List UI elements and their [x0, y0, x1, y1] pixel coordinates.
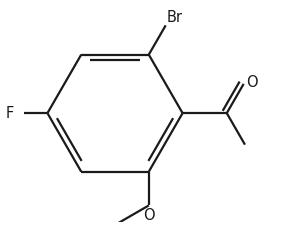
Text: O: O [246, 75, 258, 90]
Text: O: O [143, 207, 155, 222]
Text: Br: Br [167, 10, 183, 25]
Text: F: F [6, 106, 14, 121]
